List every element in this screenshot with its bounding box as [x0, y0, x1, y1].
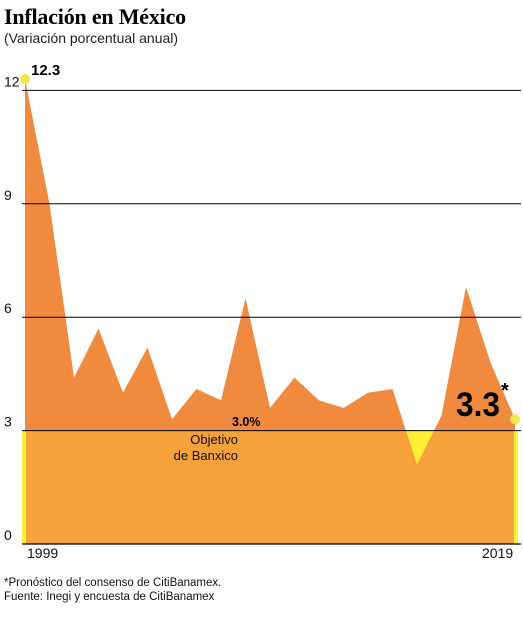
target-band [25, 430, 515, 544]
y-tick-label: 9 [4, 187, 12, 203]
chart-subtitle: (Variación porcentual anual) [4, 30, 179, 46]
start-point [20, 74, 30, 85]
chart-title: Inflación en México [4, 4, 186, 29]
band-right-edge [514, 430, 518, 544]
band-left-edge [22, 430, 26, 544]
x-tick-label: 2019 [482, 545, 513, 561]
target-value-label: 3.0% [232, 415, 261, 429]
target-description-line: de Banxico [174, 448, 238, 463]
chart-notes: *Pronóstico del consenso de CitiBanamex.… [4, 576, 221, 604]
x-tick-label: 1999 [27, 545, 58, 561]
forecast-asterisk: * [501, 380, 509, 402]
y-tick-label: 6 [4, 300, 12, 316]
end-point [510, 414, 520, 425]
inflation-area [25, 79, 515, 544]
source-note: Fuente: Inegi y encuesta de CitiBanamex [4, 591, 215, 603]
below-target-area [405, 430, 417, 465]
forecast-note: *Pronóstico del consenso de CitiBanamex. [4, 577, 222, 589]
y-tick-label: 12 [4, 73, 20, 89]
y-tick-label: 3 [4, 414, 12, 430]
y-tick-label: 0 [4, 527, 12, 543]
target-description-line: Objetivo [190, 432, 238, 447]
end-value-label: 3.3 [456, 386, 500, 424]
start-value-label: 12.3 [31, 62, 60, 79]
below-target-area [417, 430, 434, 465]
